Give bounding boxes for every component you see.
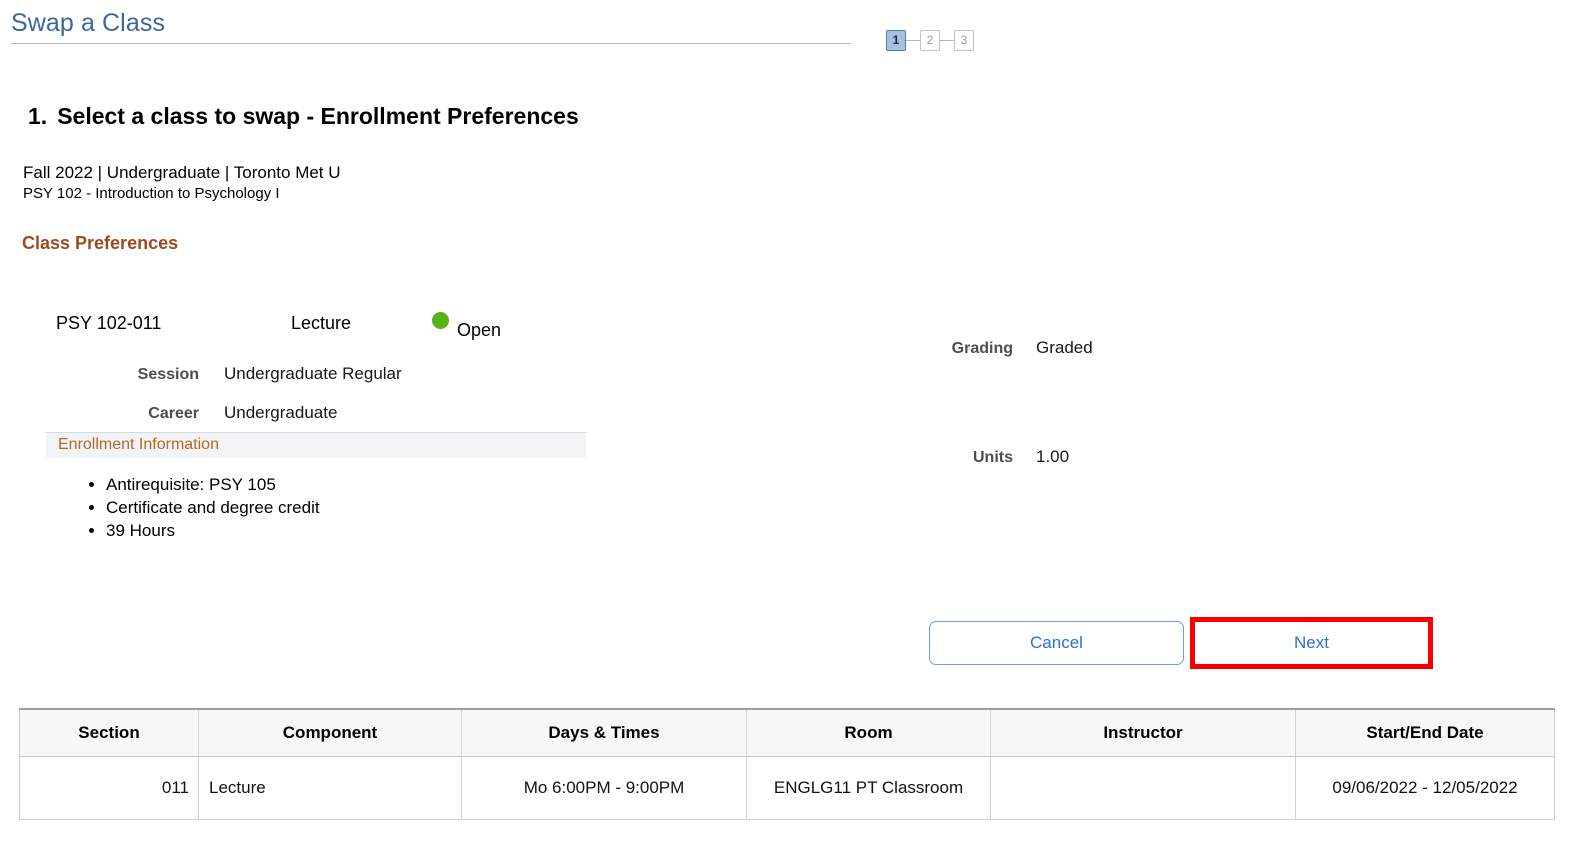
column-header-instructor: Instructor [990,709,1296,757]
enrollment-information-label: Enrollment Information [58,436,219,453]
step-indicator-2[interactable]: 2 [920,30,940,51]
career-value: Undergraduate [224,403,338,422]
session-value: Undergraduate Regular [224,364,402,383]
cell-instructor [990,756,1296,820]
status-open-icon [432,312,449,329]
career-row: Career Undergraduate [0,403,470,423]
step-connector-1 [906,40,920,41]
course-line: PSY 102 - Introduction to Psychology I [23,185,280,202]
page-title: Swap a Class [11,9,166,37]
table-header-row: Section Component Days & Times Room Inst… [19,709,1555,757]
next-button[interactable]: Next [1196,623,1427,663]
grading-label: Grading [951,340,1013,357]
enrollment-information-bar: Enrollment Information [46,432,586,458]
column-header-room: Room [746,709,991,757]
cancel-button[interactable]: Cancel [929,621,1184,665]
term-line: Fall 2022 | Undergraduate | Toronto Met … [23,163,341,182]
table-row: 011 Lecture Mo 6:00PM - 9:00PM ENGLG11 P… [19,756,1555,820]
session-label: Session [137,366,199,383]
units-label: Units [973,449,1013,466]
class-component: Lecture [291,313,352,333]
grading-row: Grading Graded [840,338,1240,358]
step-indicator-3[interactable]: 3 [954,30,974,51]
list-item: Certificate and degree credit [106,496,320,519]
status-label: Open [457,320,502,340]
session-row: Session Undergraduate Regular [0,364,470,384]
step-indicator-1[interactable]: 1 [886,30,906,51]
cell-component: Lecture [198,756,462,820]
step-connector-2 [940,40,954,41]
cell-room: ENGLG11 PT Classroom [746,756,991,820]
column-header-start-end-date: Start/End Date [1295,709,1555,757]
grading-value: Graded [1036,338,1093,357]
cell-days-times: Mo 6:00PM - 9:00PM [461,756,747,820]
step-title: Select a class to swap - Enrollment Pref… [57,103,579,129]
units-row: Units 1.00 [840,447,1240,467]
career-label: Career [148,405,199,422]
enrollment-information-list: Antirequisite: PSY 105 Certificate and d… [70,473,320,542]
cell-start-end-date: 09/06/2022 - 12/05/2022 [1295,756,1555,820]
step-indicator: 1 2 3 [886,30,974,51]
column-header-component: Component [198,709,462,757]
units-value: 1.00 [1036,447,1070,466]
cell-section: 011 [19,756,199,820]
step-heading: 1. Select a class to swap - Enrollment Pr… [28,103,579,130]
step-number: 1. [28,103,48,129]
class-sections-table: Section Component Days & Times Room Inst… [19,708,1555,820]
list-item: 39 Hours [106,519,320,542]
status-badge: Open [432,312,501,341]
column-header-days-times: Days & Times [461,709,747,757]
class-preferences-heading: Class Preferences [22,233,179,253]
class-code: PSY 102-011 [56,313,162,333]
column-header-section: Section [19,709,199,757]
title-divider [11,43,851,44]
list-item: Antirequisite: PSY 105 [106,473,320,496]
